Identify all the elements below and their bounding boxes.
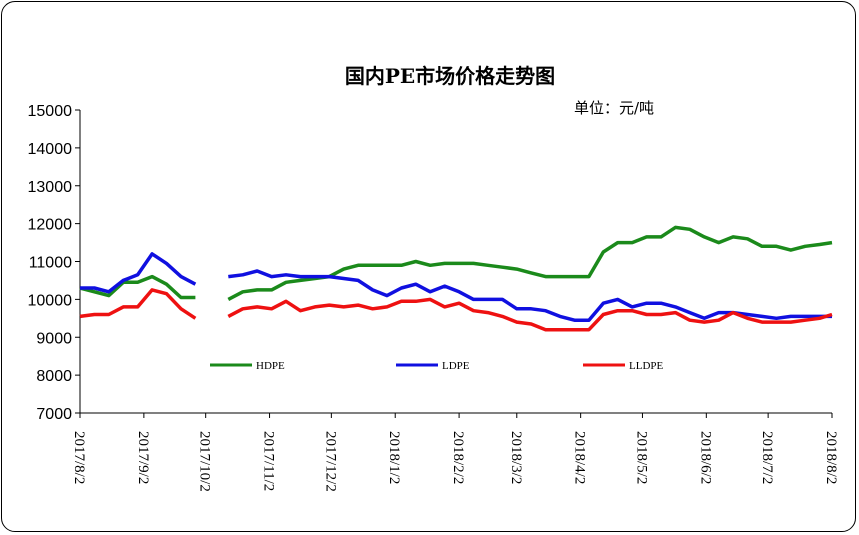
x-tick-label: 2018/1/2 <box>386 431 402 484</box>
legend-label-hdpe: HDPE <box>256 360 285 372</box>
x-tick-label: 2017/12/2 <box>322 431 338 492</box>
legend-label-lldpe: LLDPE <box>629 360 664 372</box>
y-tick-label: 10000 <box>28 292 73 309</box>
series-line-lldpe <box>79 288 197 320</box>
series-line-hdpe <box>227 225 833 301</box>
x-tick-label: 2017/11/2 <box>261 431 277 491</box>
series-line-hdpe <box>79 274 196 300</box>
x-tick-label: 2018/3/2 <box>508 431 524 484</box>
series-line-ldpe <box>80 252 197 294</box>
legend: HDPE LDPE LLDPE <box>210 360 664 372</box>
x-tick-label: 2018/2/2 <box>450 431 466 484</box>
series-group <box>79 225 833 332</box>
y-tick-label: 15000 <box>28 103 73 120</box>
y-tick-label: 7000 <box>36 406 72 423</box>
x-tick-group: 2017/8/2 2017/9/2 2017/10/2 2017/11/2 2017/1… <box>71 413 839 492</box>
y-tick-group: 7000 8000 9000 10000 11000 12000 13000 14000 150… <box>28 103 80 423</box>
x-tick-label: 2018/7/2 <box>759 431 775 484</box>
x-tick-label: 2017/8/2 <box>71 431 87 484</box>
series-line-lldpe <box>227 297 833 332</box>
x-tick-label: 2017/10/2 <box>197 431 213 492</box>
y-tick-label: 14000 <box>28 141 73 158</box>
y-tick-label: 11000 <box>29 255 72 272</box>
chart-title: 国内PE市场价格走势图 <box>345 64 555 88</box>
y-tick-label: 8000 <box>36 368 72 385</box>
y-tick-label: 9000 <box>36 330 72 347</box>
legend-label-ldpe: LDPE <box>442 360 470 372</box>
x-tick-label: 2018/4/2 <box>572 431 588 484</box>
x-tick-label: 2018/5/2 <box>633 431 649 484</box>
unit-label: 单位：元/吨 <box>574 99 654 117</box>
y-tick-label: 12000 <box>28 217 73 234</box>
y-tick-label: 13000 <box>28 179 73 196</box>
x-tick-label: 2017/9/2 <box>135 431 151 484</box>
x-tick-label: 2018/6/2 <box>697 431 713 484</box>
x-tick-label: 2018/8/2 <box>823 431 839 484</box>
